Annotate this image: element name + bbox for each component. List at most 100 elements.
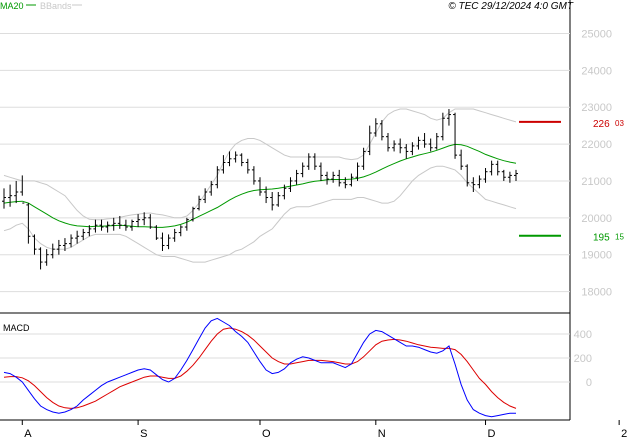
ohlc-bar [270, 192, 275, 211]
ohlc-bar [209, 180, 214, 196]
ohlc-bar [459, 149, 464, 170]
ohlc-bar [355, 162, 360, 181]
ohlc-bar [306, 153, 311, 170]
bollinger-bands [3, 108, 517, 263]
macd-lines [3, 317, 517, 418]
price-tick-label: 19000 [581, 250, 612, 262]
ohlc-bar [221, 155, 226, 174]
month-label: D [488, 428, 496, 440]
ohlc-bar [398, 138, 403, 154]
ohlc-bar [56, 239, 61, 255]
ohlc-bar [325, 171, 330, 185]
macd-tick-label: 200 [574, 353, 592, 365]
macd-label: MACD [3, 323, 30, 333]
price-levels: 226 03 195 15 [519, 119, 624, 244]
ohlc-bar [392, 140, 397, 152]
ohlc-bar [331, 171, 336, 183]
ohlc-bar [26, 203, 31, 244]
ohlc-bar [318, 162, 323, 181]
ohlc-bar [501, 169, 506, 181]
ohlc-bar [117, 215, 122, 229]
ohlc-bar [105, 221, 110, 233]
ohlc-bar [507, 171, 512, 183]
support-label-decimal: 15 [615, 233, 624, 242]
ohlc-bar [288, 177, 293, 192]
month-label: O [262, 428, 271, 440]
ohlc-bar [50, 243, 55, 259]
month-tick-labels: A S O N D 25 [21, 420, 627, 440]
signal-line [3, 327, 517, 409]
ohlc-bar [264, 186, 269, 204]
ohlc-bar [111, 217, 116, 231]
month-label: S [140, 428, 147, 440]
ohlc-bar [148, 214, 153, 229]
ohlc-bar [69, 234, 74, 248]
ohlc-bar [440, 112, 445, 141]
ohlc-bar [312, 153, 317, 170]
macd-grid [0, 333, 570, 383]
ohlc-bar [428, 138, 433, 152]
macd-tick-label: 0 [586, 377, 592, 389]
ohlc-bar [465, 164, 470, 187]
bb-upper-line [3, 108, 517, 221]
ohlc-bar [379, 120, 384, 141]
price-tick-label: 23000 [581, 102, 612, 114]
macd-tick-labels: 0 200 400 [574, 329, 592, 389]
legend-ma20: MA20 [0, 1, 24, 11]
ohlc-bar [227, 151, 232, 167]
ohlc-bar [367, 125, 372, 156]
ohlc-bar [410, 142, 415, 156]
ohlc-bar [142, 212, 147, 226]
macd-tick-label: 400 [574, 329, 592, 341]
ohlc-bar [282, 184, 287, 200]
ohlc-bar [81, 228, 86, 240]
month-label: A [24, 428, 32, 440]
ohlc-bar [160, 232, 165, 251]
ohlc-bar [276, 192, 281, 207]
legend-bbands: BBands [40, 1, 72, 11]
price-tick-label: 21000 [581, 176, 612, 188]
ohlc-bar [251, 166, 256, 185]
ohlc-bar [245, 158, 250, 174]
price-tick-label: 22000 [581, 139, 612, 151]
ohlc-bars [2, 109, 518, 270]
ohlc-bar [477, 175, 482, 189]
ohlc-bar [190, 206, 195, 222]
resistance-label: 226 [593, 119, 610, 130]
ohlc-bar [32, 234, 37, 255]
ohlc-bar [349, 173, 354, 187]
price-tick-label: 18000 [581, 287, 612, 299]
ohlc-bar [38, 247, 43, 270]
ohlc-bar [453, 112, 458, 159]
ohlc-bar [416, 136, 421, 150]
ohlc-bar [300, 162, 305, 178]
ohlc-bar [483, 168, 488, 183]
bb-lower-line [3, 165, 517, 263]
ohlc-bar [2, 188, 6, 209]
ohlc-bar [233, 151, 238, 163]
ohlc-bar [495, 160, 500, 176]
price-tick-label: 20000 [581, 213, 612, 225]
ohlc-bar [87, 225, 92, 237]
support-label: 195 [593, 233, 610, 244]
ohlc-bar [343, 177, 348, 189]
ohlc-bar [62, 238, 67, 251]
ohlc-bar [197, 195, 202, 211]
ohlc-bar [404, 144, 409, 159]
price-tick-labels: 18000 19000 20000 21000 22000 23000 24000 25000 [581, 28, 612, 298]
ohlc-bar [386, 133, 390, 152]
ohlc-bar [446, 109, 451, 126]
ohlc-bar [489, 160, 494, 176]
ohlc-bar [184, 217, 189, 231]
ohlc-bar [514, 169, 518, 181]
ohlc-bar [203, 188, 208, 204]
ohlc-bar [136, 214, 141, 228]
month-label: 25 [621, 428, 627, 440]
ohlc-bar [294, 169, 299, 185]
ohlc-bar [178, 225, 183, 237]
ohlc-bar [239, 153, 244, 167]
ohlc-bar [14, 180, 19, 204]
ohlc-bar [258, 177, 262, 196]
ohlc-bar [130, 219, 134, 231]
